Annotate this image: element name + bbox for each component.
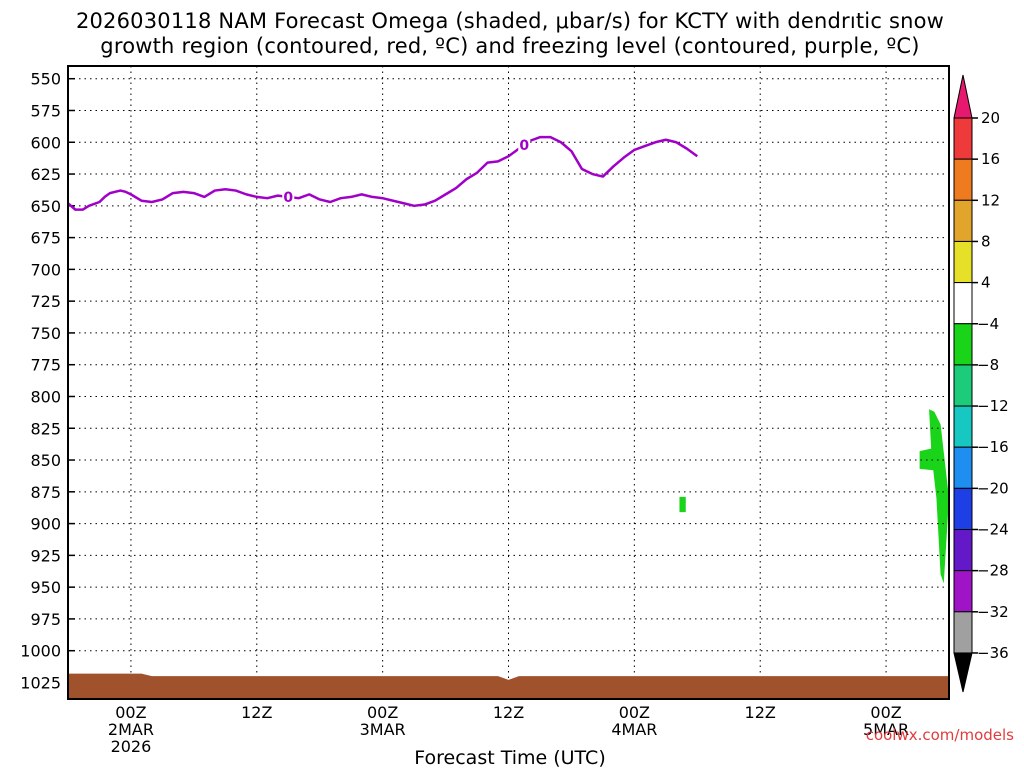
colorbar-tick-label: −8 [977,356,999,374]
colorbar-tick-label: −4 [977,315,999,333]
y-tick-label: 675 [30,229,61,248]
y-tick-label: 725 [30,292,61,311]
ground-fill [68,673,949,699]
ground-layer [68,673,949,699]
y-tick-label: 1025 [20,673,61,692]
y-tick-label: 700 [30,260,61,279]
x-tick-label: 5MAR [863,720,909,739]
colorbar-swatch [953,74,973,119]
x-tick-label: 12Z [493,703,524,722]
x-tick-label: 00Z [619,703,650,722]
y-tick-label: 975 [30,610,61,629]
colorbar-swatch [953,405,973,448]
y-tick-label: 850 [30,451,61,470]
contour-label-bg [843,0,856,16]
y-tick-label: 950 [30,578,61,597]
omega-region-main [919,409,949,584]
colorbar-tick-label: −36 [977,644,1009,662]
colorbar-swatch [953,529,973,572]
y-tick-label: 875 [30,483,61,502]
colorbar-swatch [953,611,973,654]
y-axis: 550 575 600 625 650 675 700 725 750 775 800 825 850 8… [20,70,61,693]
colorbar-tick-label: −32 [977,603,1009,621]
x-tick-label: 4MAR [611,720,657,739]
chart-title-line1: 2026030118 NAM Forecast Omega (shaded, μ… [76,9,944,33]
colorbar: 20 16 12 8 4 −4 −8 −12 −16 −20 −24 −28 −32 −36 [953,74,1009,693]
y-tick-label: 800 [30,387,61,406]
colorbar-tick-label: 4 [981,274,991,292]
omega-region-small [679,496,686,513]
contour-label: 0 [844,0,854,4]
colorbar-swatch [953,364,973,407]
colorbar-tick-label: 12 [981,191,1000,209]
x-tick-label: 00Z [115,703,146,722]
x-tick-label: 00Z [870,703,901,722]
x-tick-label: 3MAR [360,720,406,739]
colorbar-swatch [953,240,973,284]
contour-label-bg [282,188,295,205]
y-tick-label: 625 [30,165,61,184]
x-tick-label: 2MAR [108,720,154,739]
contour-label: 0 [283,190,293,206]
grid [68,66,949,699]
x-tick-label: 12Z [241,703,272,722]
credit-text: coolwx.com/models [866,726,1014,744]
colorbar-swatch [953,282,973,325]
x-tick-label: 00Z [367,703,398,722]
y-tick-label: 825 [30,419,61,438]
y-tick-label: 1000 [20,642,61,661]
plot-border [67,65,950,700]
x-axis-label: Forecast Time (UTC) [414,747,605,768]
colorbar-tick-label: −24 [977,521,1009,539]
contour-label: 0 [519,138,529,154]
colorbar-tick-label: −16 [977,438,1009,456]
y-tick-label: 775 [30,356,61,375]
contour-layer: 0 0 0 [67,0,856,211]
y-tick-label: 600 [30,133,61,152]
colorbar-tick-label: −28 [977,562,1009,580]
y-tick-label: 550 [30,70,61,89]
colorbar-swatch [953,117,973,160]
freezing-level-line [67,135,699,211]
x-tick-label: 12Z [745,703,776,722]
y-tick-label: 575 [30,101,61,120]
colorbar-swatch [953,487,973,531]
colorbar-tick-label: −20 [977,479,1009,497]
colorbar-swatch [953,158,973,201]
colorbar-tick-label: 20 [981,109,1000,127]
y-tick-label: 900 [30,515,61,534]
colorbar-tick-label: 16 [981,150,1000,168]
chart-title-line2: growth region (contoured, red, ºC) and f… [100,34,919,58]
colorbar-swatch [953,652,973,693]
contour-label-bg [518,136,531,153]
colorbar-tick-label: 8 [981,232,991,250]
colorbar-tick-label: −12 [977,397,1009,415]
omega-shading [679,409,949,584]
x-tick-label: 2026 [111,737,152,756]
colorbar-swatch [953,323,973,366]
y-tick-label: 750 [30,324,61,343]
colorbar-swatch [953,570,973,613]
colorbar-swatch [953,446,973,489]
y-tick-label: 650 [30,197,61,216]
y-tick-label: 925 [30,546,61,565]
colorbar-swatch [953,199,973,242]
